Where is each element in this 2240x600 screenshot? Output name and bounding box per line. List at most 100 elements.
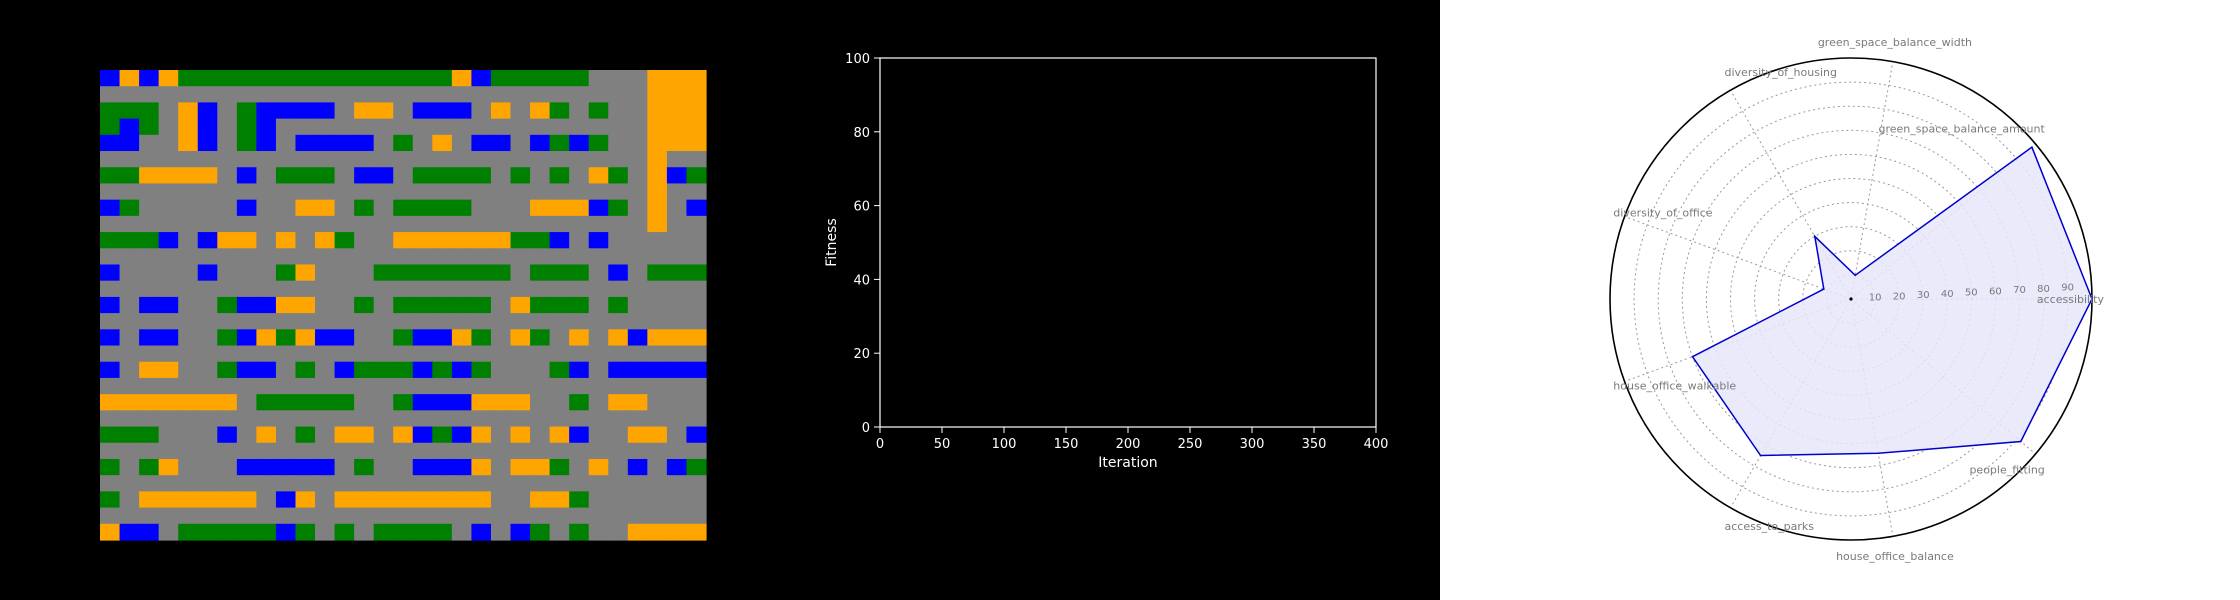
grid-cell-road [393, 313, 414, 330]
grid-cell-park [393, 523, 414, 541]
grid-cell-park [295, 70, 316, 87]
grid-cell-road [373, 410, 394, 428]
grid-cell-residential [100, 394, 121, 411]
grid-cell-park [119, 426, 140, 444]
grid-cell-road [178, 361, 199, 379]
grid-cell-road [569, 118, 590, 136]
grid-cell-road [647, 248, 668, 266]
grid-cell-residential [236, 491, 257, 509]
grid-cell-road [432, 151, 453, 168]
grid-cell-park [432, 426, 453, 444]
grid-cell-office [217, 426, 238, 444]
grid-cell-road [334, 248, 355, 266]
grid-cell-road [158, 442, 179, 460]
grid-cell-road [178, 280, 199, 298]
grid-cell-residential [686, 70, 707, 87]
grid-cell-road [295, 280, 316, 298]
grid-cell-residential [510, 426, 531, 444]
grid-cell-road [217, 442, 238, 460]
grid-cell-road [627, 507, 648, 525]
grid-cell-residential [451, 491, 473, 509]
grid-cell-road [451, 183, 473, 201]
grid-cell-park [236, 70, 257, 87]
grid-cell-residential [647, 329, 668, 347]
grid-cell-road [354, 345, 375, 363]
grid-cell-park [432, 361, 453, 379]
grid-cell-residential [588, 458, 609, 476]
grid-cell-road [354, 183, 375, 201]
grid-cell-residential [432, 232, 453, 249]
grid-cell-office [334, 361, 355, 379]
grid-cell-road [119, 442, 140, 460]
grid-cell-road [627, 183, 648, 201]
grid-cell-residential [158, 70, 179, 87]
grid-cell-road [178, 377, 199, 395]
grid-cell-road [686, 280, 707, 298]
grid-cell-road [256, 86, 277, 104]
grid-cell-road [354, 329, 375, 347]
grid-cell-road [608, 183, 629, 201]
grid-cell-road [354, 394, 375, 411]
grid-cell-park [373, 523, 394, 541]
radar-axis-label-people-fitting: people_fitting [1969, 464, 2044, 477]
grid-cell-road [197, 426, 218, 444]
grid-cell-road [530, 361, 551, 379]
grid-cell-road [588, 475, 609, 492]
grid-cell-road [588, 86, 609, 104]
grid-cell-road [139, 215, 160, 233]
grid-cell-road [412, 475, 433, 492]
grid-cell-residential [158, 167, 179, 185]
grid-cell-road [510, 102, 531, 120]
grid-cell-road [393, 458, 414, 476]
grid-cell-park [432, 296, 453, 314]
grid-cell-road [490, 507, 512, 525]
grid-cell-park [510, 232, 531, 249]
grid-cell-road [451, 442, 473, 460]
grid-cell-road [549, 215, 570, 233]
grid-cell-road [666, 426, 688, 444]
grid-cell-park [354, 458, 375, 476]
grid-cell-road [588, 345, 609, 363]
grid-cell-road [119, 313, 140, 330]
grid-cell-road [334, 151, 355, 168]
fitness-chart: 0 50 100 150 200 250 300 350 400 0 20 40 60 80 100 Iter… [824, 52, 1388, 471]
grid-cell-park [530, 232, 551, 249]
grid-cell-office [100, 296, 121, 314]
grid-cell-road [608, 86, 629, 104]
radar-axis-label-green-space-balance-width: green_space_balance_width [1818, 36, 1972, 49]
grid-cell-road [158, 523, 179, 541]
grid-cell-road [354, 377, 375, 395]
grid-cell-residential [608, 329, 629, 347]
grid-cell-road [119, 377, 140, 395]
grid-cell-park [451, 296, 473, 314]
grid-cell-road [549, 345, 570, 363]
grid-cell-road [666, 313, 688, 330]
grid-cell-road [471, 248, 492, 266]
grid-cell-road [393, 102, 414, 120]
grid-cell-residential [530, 199, 551, 217]
grid-cell-residential [647, 183, 668, 201]
grid-cell-office [432, 102, 453, 120]
grid-cell-road [295, 232, 316, 249]
grid-cell-road [647, 296, 668, 314]
grid-cell-park [608, 296, 629, 314]
grid-cell-residential [510, 458, 531, 476]
grid-cell-residential [451, 70, 473, 87]
grid-cell-road [334, 167, 355, 185]
grid-cell-road [315, 248, 336, 266]
grid-cell-road [510, 151, 531, 168]
grid-cell-road [275, 248, 297, 266]
grid-cell-road [647, 313, 668, 330]
grid-cell-road [373, 313, 394, 330]
grid-cell-road [373, 199, 394, 217]
grid-cell-park [412, 199, 433, 217]
grid-cell-road [451, 523, 473, 541]
x-tick-label: 100 [992, 437, 1017, 452]
grid-cell-road [197, 410, 218, 428]
grid-cell-road [256, 183, 277, 201]
grid-cell-road [627, 313, 648, 330]
grid-cell-road [510, 215, 531, 233]
grid-cell-park [295, 523, 316, 541]
grid-cell-residential [627, 523, 648, 541]
grid-cell-road [275, 134, 297, 152]
